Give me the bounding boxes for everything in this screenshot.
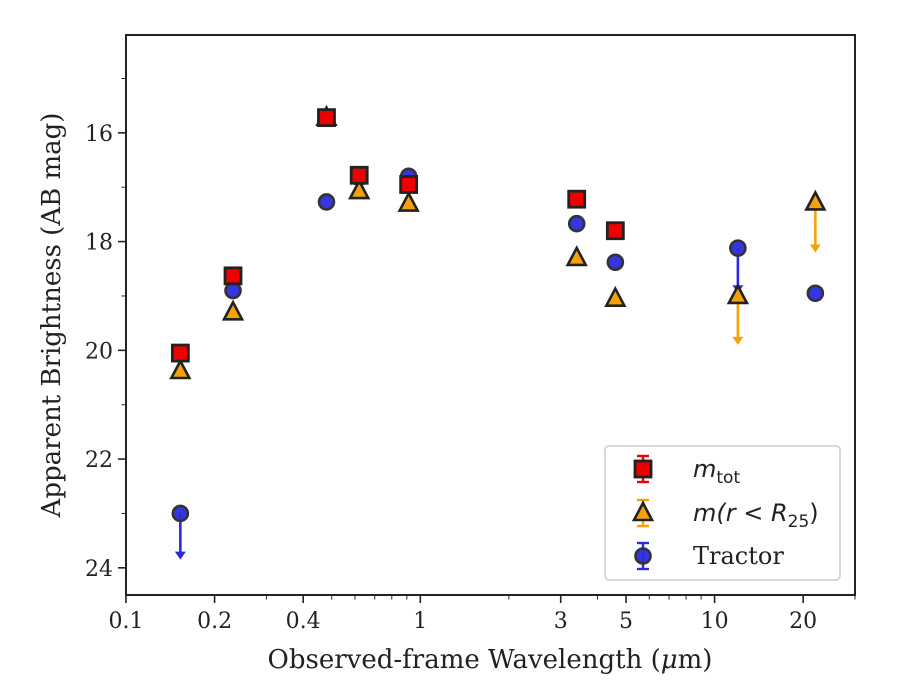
tractor-point	[317, 193, 336, 211]
y-tick-label: 20	[85, 339, 113, 364]
tractor-point	[567, 214, 586, 233]
mtot-point	[399, 175, 419, 194]
legend-box	[604, 445, 841, 581]
x-tick-label: 3	[554, 609, 568, 634]
mtot-point	[170, 343, 190, 363]
x-tick-label: 10	[701, 609, 729, 634]
plot-frame	[125, 34, 856, 596]
legend-label-mtot: mtot	[693, 455, 740, 488]
mtot-point	[223, 266, 243, 286]
x-tick-label: 0.2	[197, 609, 232, 634]
data-marks	[169, 104, 827, 560]
mr25-point	[804, 189, 827, 211]
legend-marker-tractor	[634, 547, 652, 565]
x-axis-label: Observed-frame Wavelength (μm)	[268, 645, 713, 675]
legend-label-mr25: m(r < R25)	[693, 499, 819, 532]
x-tick-label: 0.4	[286, 609, 321, 634]
mr25-point	[604, 285, 627, 307]
mtot-point	[567, 189, 587, 209]
mr25-point	[221, 299, 245, 321]
mr25-point	[726, 283, 750, 305]
tractor-point	[171, 504, 190, 523]
x-tick-label: 1	[413, 609, 427, 634]
y-tick-label: 22	[85, 448, 113, 473]
upper-limit-arrow-head	[174, 551, 186, 560]
legend: mtot m(r < R25) Tractor	[604, 445, 841, 581]
y-tick-label: 16	[85, 122, 113, 147]
tractor-point	[806, 284, 825, 303]
mr25-point	[169, 358, 192, 380]
y-tick-label: 24	[85, 557, 113, 582]
mtot-point	[317, 108, 336, 128]
legend-marker-mtot	[633, 459, 653, 479]
legend-label-tractor: Tractor	[693, 542, 784, 570]
x-tick-label: 0.1	[109, 609, 144, 634]
y-axis-label: Apparent Brightness (AB mag)	[37, 113, 67, 519]
tractor-point	[224, 281, 242, 300]
legend-marker-mr25	[631, 500, 655, 522]
mtot-point	[605, 221, 625, 241]
tractor-point	[606, 253, 625, 272]
x-tick-labels: 0.1 0.2 0.4 1 3 5 10 20	[109, 609, 818, 634]
y-tick-label: 18	[85, 231, 113, 256]
mr25-point	[397, 190, 420, 212]
upper-limit-arrow-head	[809, 244, 821, 253]
mtot-point	[349, 165, 369, 185]
tractor-point	[729, 239, 747, 257]
x-tick-label: 20	[789, 609, 817, 634]
x-tick-label: 5	[619, 609, 633, 634]
mr25-point	[348, 178, 371, 200]
upper-limit-arrow-head	[732, 336, 744, 345]
mr25-point	[565, 245, 588, 267]
y-tick-labels: 16 18 20 22 24	[85, 122, 113, 582]
